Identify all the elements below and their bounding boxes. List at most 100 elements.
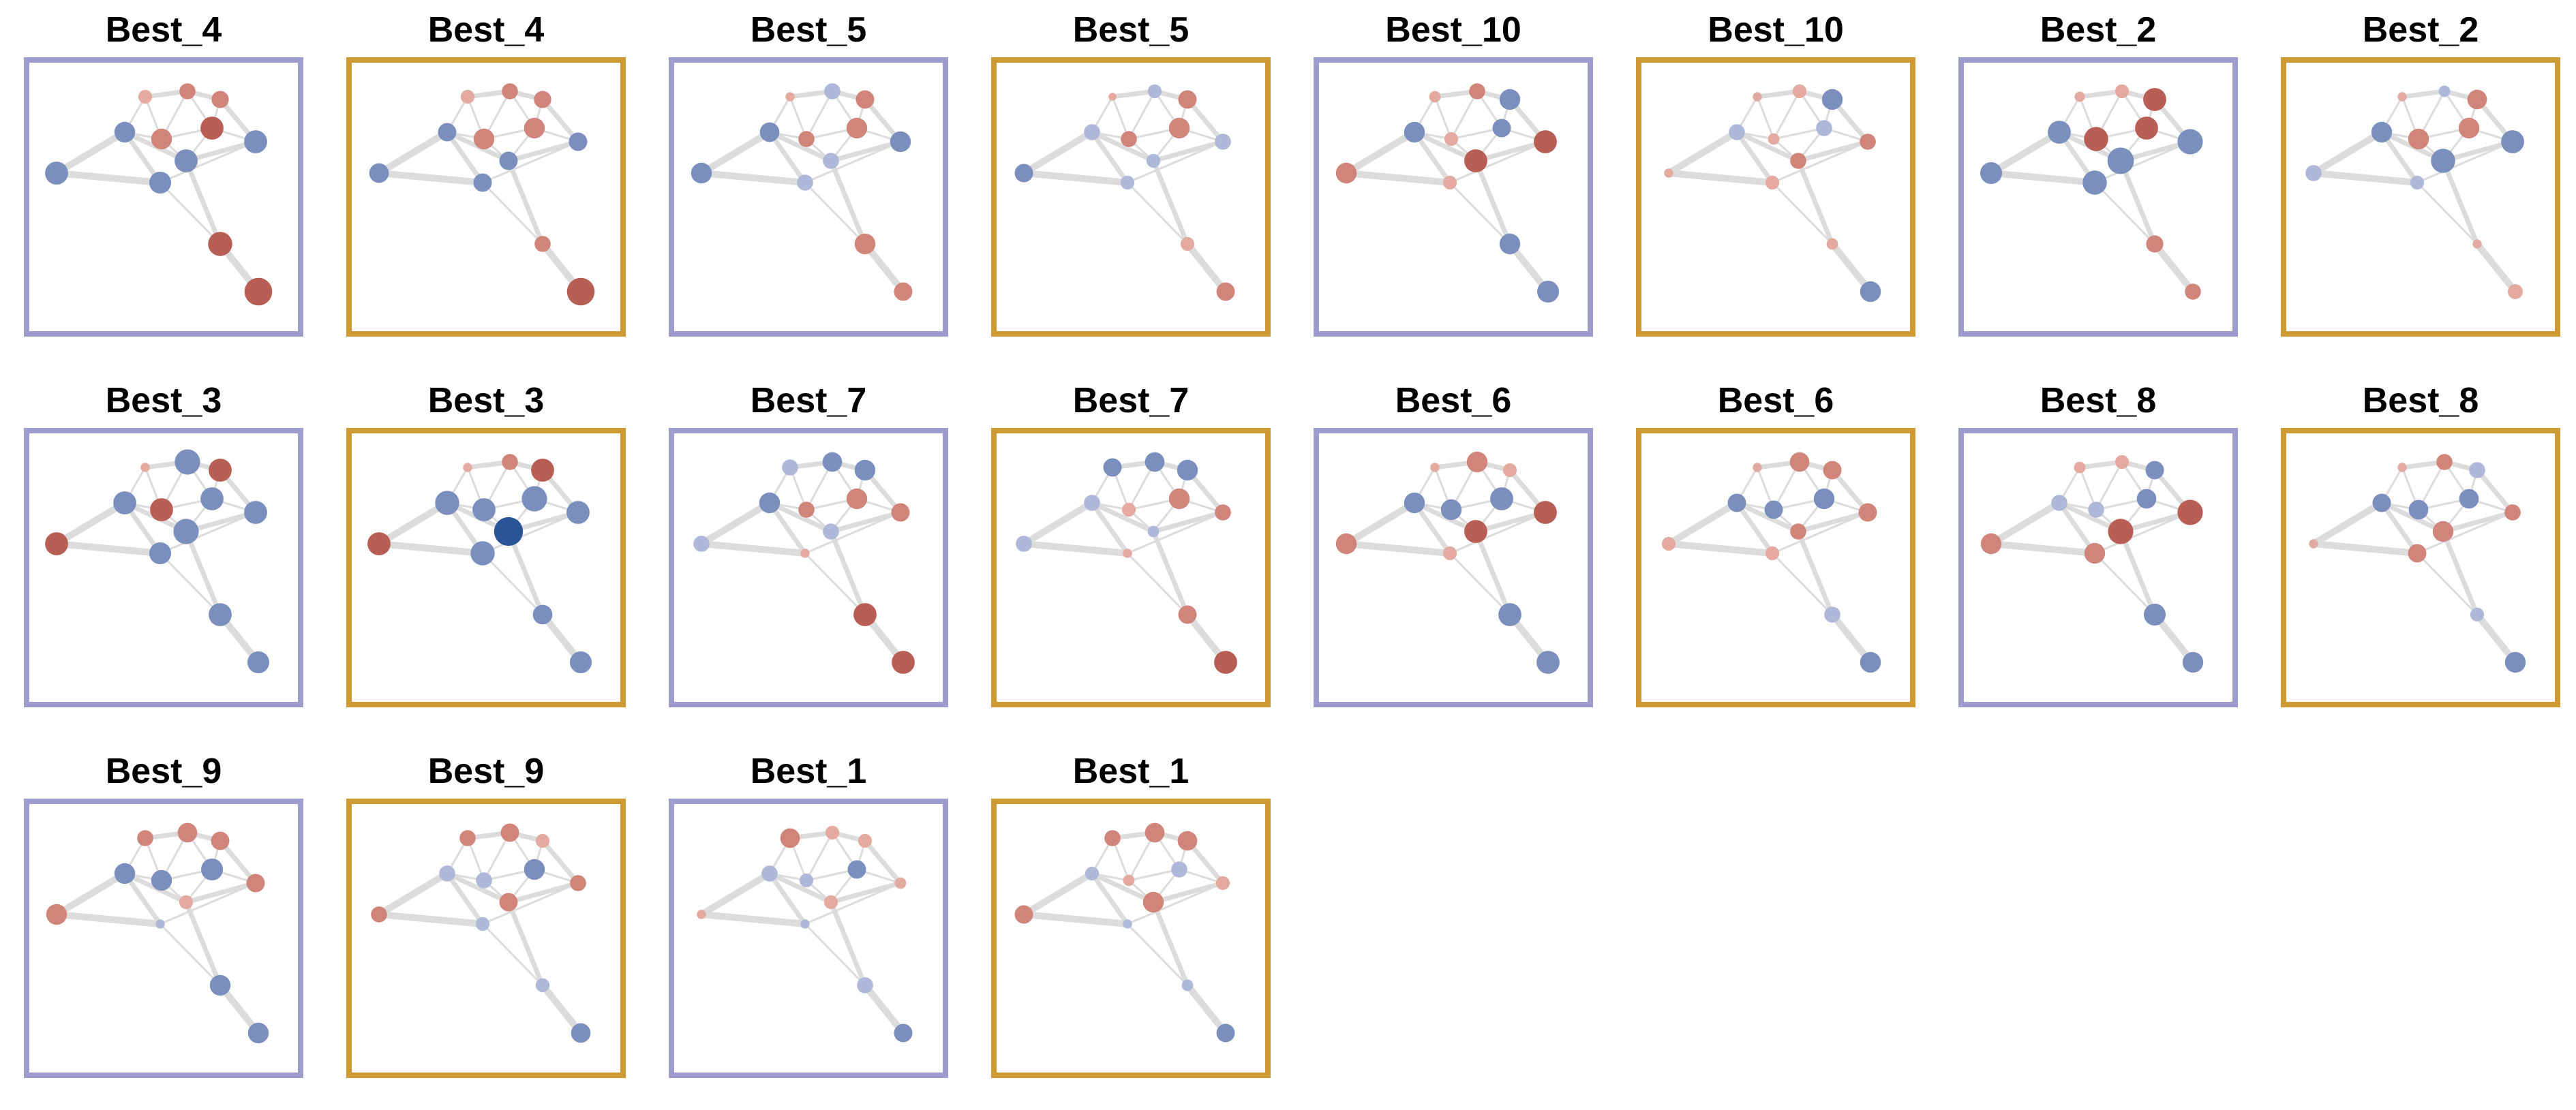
panel-title: Best_6: [1717, 381, 1834, 420]
graph-node: [532, 604, 553, 625]
graph-node: [1536, 280, 1560, 303]
network-graph: [1314, 57, 1593, 337]
graph-node: [531, 459, 554, 482]
graph-edge: [2440, 510, 2515, 534]
graph-edge: [828, 899, 868, 988]
graph-edge: [159, 140, 257, 184]
graph-node: [846, 117, 868, 139]
graph-node: [114, 863, 136, 884]
panel-frame: [2281, 57, 2560, 337]
graph-edge: [481, 552, 544, 616]
graph-edge: [1020, 911, 1131, 927]
graph-edge: [1343, 170, 1453, 186]
graph-node: [2501, 130, 2524, 153]
graph-node: [2143, 88, 2166, 111]
graph-node: [535, 833, 550, 848]
graph-edge: [1343, 540, 1453, 557]
graph-edge: [481, 140, 579, 184]
graph-node: [2397, 463, 2407, 472]
graph-edge: [1089, 500, 1156, 534]
graph-node: [2177, 499, 2203, 525]
graph-edge: [698, 129, 773, 176]
graph-node: [857, 977, 873, 993]
graph-node: [1016, 536, 1032, 552]
graph-edge: [1473, 529, 1513, 617]
graph-node: [1108, 93, 1117, 101]
graph-node: [244, 277, 273, 306]
graph-node: [1177, 831, 1198, 851]
panel-frame: [1636, 57, 1915, 337]
panel-frame: [24, 799, 303, 1078]
graph-edge: [376, 170, 486, 186]
graph-node: [2470, 607, 2485, 622]
graph-edge: [804, 511, 902, 555]
panel-title: Best_3: [427, 381, 545, 420]
graph-node: [892, 651, 915, 674]
graph-panel: Best_3: [24, 373, 303, 707]
graph-node: [475, 916, 490, 931]
network-graph: [1958, 57, 2238, 337]
network-graph: [346, 57, 626, 337]
graph-node: [138, 89, 153, 104]
graph-edge: [1126, 552, 1189, 616]
panel-title: Best_9: [427, 752, 545, 791]
graph-edge: [804, 552, 866, 616]
network-graph: [669, 799, 948, 1078]
graph-node: [1178, 605, 1197, 624]
graph-edge: [767, 129, 808, 185]
graph-edge: [862, 838, 903, 886]
graph-edge: [828, 510, 903, 534]
graph-node: [534, 236, 551, 252]
graph-edge: [698, 870, 773, 918]
graph-edge: [1151, 880, 1226, 905]
graph-edge: [376, 499, 451, 547]
panel-title: Best_1: [750, 752, 867, 791]
graph-node: [1168, 117, 1190, 139]
graph-edge: [1020, 499, 1095, 547]
graph-panel: Best_7: [669, 373, 948, 707]
graph-node: [2107, 147, 2134, 174]
graph-node: [1469, 83, 1485, 99]
graph-edge: [1771, 552, 1834, 616]
graph-node: [824, 83, 840, 99]
graph-node: [697, 910, 706, 919]
graph-node: [800, 919, 810, 929]
graph-edge: [183, 529, 223, 617]
graph-node: [1498, 603, 1521, 626]
graph-node: [200, 117, 224, 140]
graph-node: [2408, 544, 2427, 563]
graph-edge: [1771, 140, 1869, 184]
graph-edge: [2093, 181, 2156, 245]
graph-node: [1145, 452, 1165, 472]
graph-node: [2432, 521, 2454, 542]
graph-edge: [1127, 90, 1156, 140]
graph-edge: [506, 880, 581, 905]
graph-node: [799, 873, 814, 888]
graph-node: [1104, 830, 1121, 846]
graph-edge: [481, 511, 579, 555]
network-graph: [1636, 57, 1915, 337]
graph-panel: Best_4: [24, 3, 303, 337]
graph-edge: [1665, 129, 1740, 176]
graph-node: [2088, 502, 2104, 518]
graph-edge: [2416, 511, 2514, 555]
graph-edge: [444, 871, 485, 927]
network-graph: [346, 799, 626, 1078]
graph-panel: Best_6: [1314, 373, 1593, 707]
graph-node: [1440, 499, 1462, 521]
graph-node: [1121, 502, 1136, 517]
graph-node: [151, 869, 172, 891]
graph-node: [1145, 822, 1165, 843]
graph-edge: [2093, 511, 2192, 555]
panel-frame: [24, 57, 303, 337]
graph-node: [761, 865, 778, 882]
network-graph: [2281, 428, 2560, 707]
graph-node: [1429, 91, 1441, 103]
graph-node: [208, 232, 232, 256]
graph-node: [1216, 1023, 1235, 1043]
graph-node: [149, 171, 172, 194]
graph-node: [1534, 501, 1557, 524]
network-graph: [346, 428, 626, 707]
graph-node: [1084, 495, 1100, 511]
graph-edge: [698, 540, 808, 557]
